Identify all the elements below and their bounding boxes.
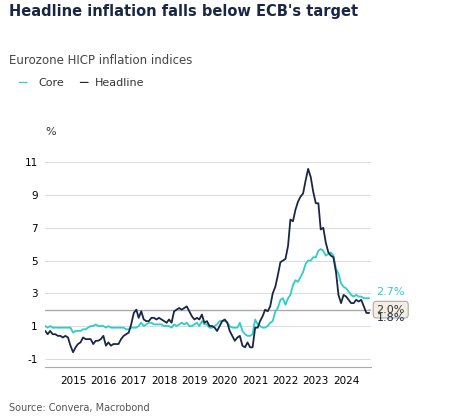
Text: %: % <box>45 127 56 137</box>
Text: Headline inflation falls below ECB's target: Headline inflation falls below ECB's tar… <box>9 4 358 19</box>
Text: 1.8%: 1.8% <box>376 313 405 323</box>
Text: ─: ─ <box>18 76 26 90</box>
Text: ─: ─ <box>79 76 87 90</box>
Text: Source: Convera, Macrobond: Source: Convera, Macrobond <box>9 403 149 413</box>
Text: 2.7%: 2.7% <box>376 287 405 297</box>
Text: Core: Core <box>39 78 64 88</box>
Text: 2.0%: 2.0% <box>369 305 405 315</box>
Text: Eurozone HICP inflation indices: Eurozone HICP inflation indices <box>9 54 193 67</box>
Text: Headline: Headline <box>95 78 145 88</box>
